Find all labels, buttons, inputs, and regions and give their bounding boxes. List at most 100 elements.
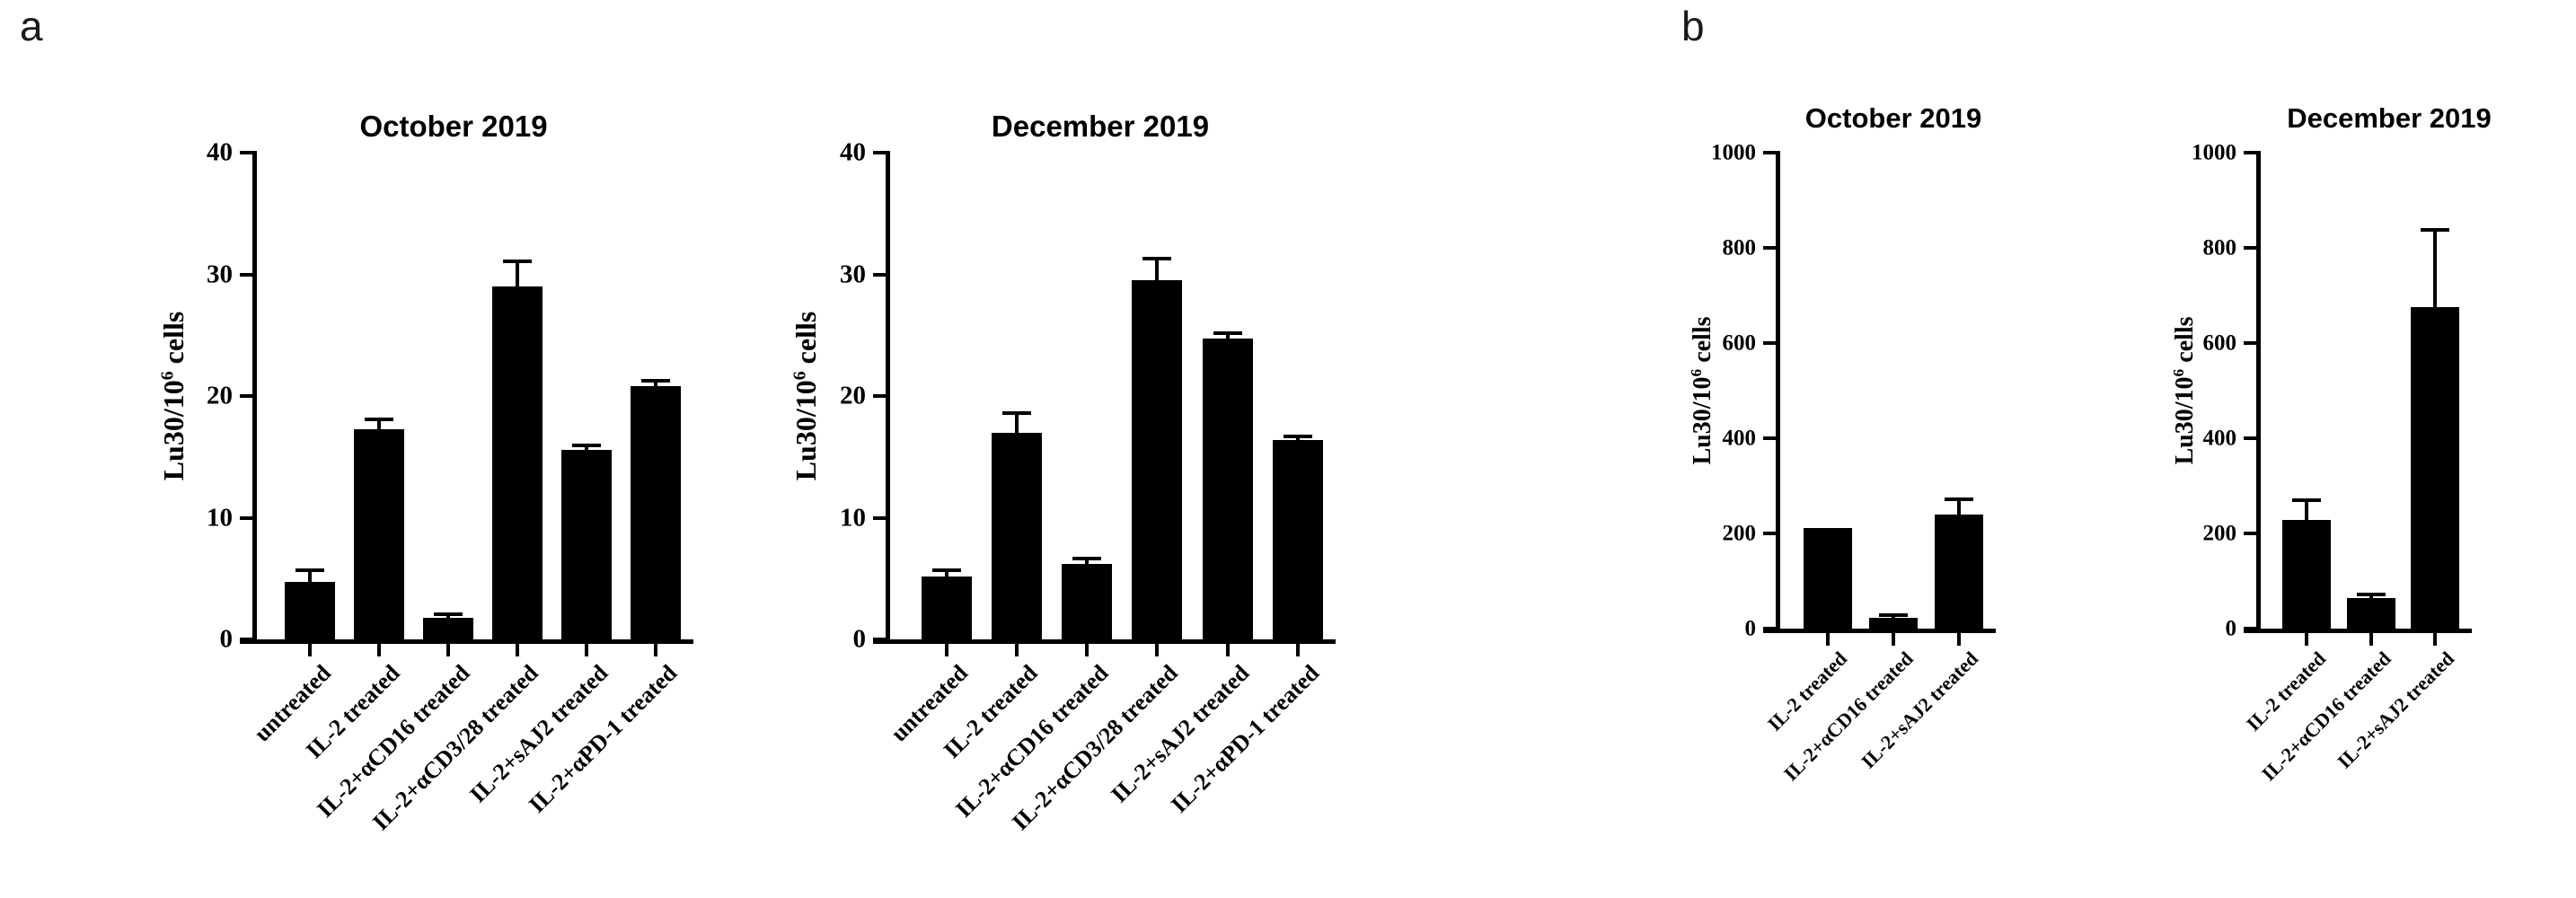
- x-tick: [1296, 644, 1300, 656]
- chart-title: October 2019: [359, 110, 548, 143]
- y-tick: [2244, 627, 2256, 630]
- panel-label-a: a: [20, 3, 43, 49]
- y-tick-label: 600: [2202, 330, 2237, 356]
- error-bar-cap: [503, 259, 532, 263]
- error-bar-stem: [1957, 499, 1961, 515]
- x-tick-label: IL-2+sAJ2 treated: [2333, 647, 2459, 773]
- error-bar-cap: [2421, 228, 2449, 233]
- chart-title: October 2019: [1804, 102, 1982, 134]
- y-tick-label: 20: [207, 381, 233, 410]
- x-tick: [585, 644, 588, 656]
- error-bar-stem: [308, 571, 312, 583]
- y-tick: [1763, 246, 1776, 250]
- y-tick-label: 20: [840, 381, 866, 410]
- y-tick: [873, 638, 886, 641]
- bar: [922, 576, 972, 639]
- error-bar-stem: [1226, 333, 1230, 339]
- x-axis-line: [2244, 629, 2472, 633]
- y-tick: [2244, 246, 2256, 250]
- error-bar-cap: [2292, 497, 2321, 502]
- error-bar-stem: [516, 261, 519, 287]
- y-tick: [240, 151, 252, 154]
- x-tick: [308, 644, 312, 656]
- error-bar-stem: [1296, 437, 1300, 440]
- error-bar-cap: [1879, 612, 1908, 617]
- bar: [285, 582, 335, 639]
- x-tick: [2433, 633, 2437, 646]
- bar: [2347, 598, 2395, 629]
- x-tick: [1826, 633, 1830, 646]
- y-tick-label: 0: [2225, 616, 2237, 641]
- error-bar-cap: [2357, 592, 2386, 596]
- y-tick-label: 40: [840, 137, 866, 167]
- bar: [1273, 439, 1323, 639]
- error-bar-stem: [446, 614, 450, 618]
- error-bar-cap: [296, 568, 324, 573]
- chart-title: December 2019: [2287, 102, 2492, 134]
- bar: [992, 432, 1042, 639]
- bar: [1804, 527, 1852, 629]
- error-bar-cap: [434, 612, 463, 616]
- y-tick: [1763, 532, 1776, 535]
- y-tick: [240, 394, 252, 398]
- y-tick-label: 1000: [1711, 140, 1756, 165]
- error-bar-cap: [1945, 497, 1973, 501]
- error-bar-stem: [945, 571, 948, 577]
- y-tick-label: 400: [1722, 426, 1757, 451]
- bar: [492, 286, 543, 639]
- y-tick: [240, 515, 252, 520]
- error-bar-cap: [932, 568, 961, 573]
- y-tick-label: 200: [2202, 521, 2237, 546]
- bar: [1869, 618, 1918, 629]
- x-tick: [516, 644, 519, 656]
- y-tick: [2244, 436, 2256, 440]
- y-tick: [240, 272, 252, 277]
- y-tick: [1763, 341, 1776, 345]
- bar: [561, 449, 612, 639]
- panel-label-b: b: [1681, 3, 1705, 49]
- y-axis-line: [886, 151, 890, 644]
- error-bar-cap: [641, 378, 670, 383]
- x-tick: [1085, 644, 1089, 656]
- error-bar-cap: [365, 418, 393, 422]
- x-tick: [1155, 644, 1159, 656]
- y-tick: [1763, 627, 1776, 630]
- bar: [1935, 514, 1983, 629]
- y-tick-label: 600: [1722, 330, 1757, 356]
- x-tick: [1015, 644, 1019, 656]
- y-tick: [240, 638, 252, 641]
- y-axis-line: [2256, 151, 2261, 633]
- y-axis-label-base: Lu30/10: [2171, 376, 2200, 465]
- y-tick-label: 30: [840, 260, 866, 288]
- error-bar-cap: [1142, 257, 1171, 261]
- y-tick: [2244, 341, 2256, 345]
- error-bar-cap: [1284, 435, 1312, 439]
- y-tick-label: 0: [219, 624, 234, 654]
- x-tick: [1892, 633, 1895, 646]
- chart-title: December 2019: [991, 110, 1210, 143]
- x-tick: [2369, 633, 2373, 646]
- y-tick-label: 1000: [2192, 140, 2236, 165]
- error-bar-stem: [1892, 615, 1895, 619]
- y-tick-label: 10: [840, 503, 866, 532]
- bar: [1062, 563, 1112, 639]
- error-bar-stem: [2433, 231, 2437, 308]
- bar: [1203, 339, 1253, 639]
- y-tick: [2244, 151, 2256, 154]
- x-tick: [1226, 644, 1230, 656]
- y-tick: [1763, 151, 1776, 154]
- error-bar-stem: [2369, 594, 2373, 599]
- error-bar-cap: [1002, 411, 1031, 416]
- y-tick: [2244, 532, 2256, 535]
- bar: [2282, 520, 2331, 629]
- y-tick: [873, 515, 886, 520]
- y-axis-line: [252, 151, 257, 644]
- error-bar-cap: [572, 443, 601, 447]
- y-tick-label: 800: [1722, 235, 1757, 260]
- y-axis-line: [1776, 151, 1780, 633]
